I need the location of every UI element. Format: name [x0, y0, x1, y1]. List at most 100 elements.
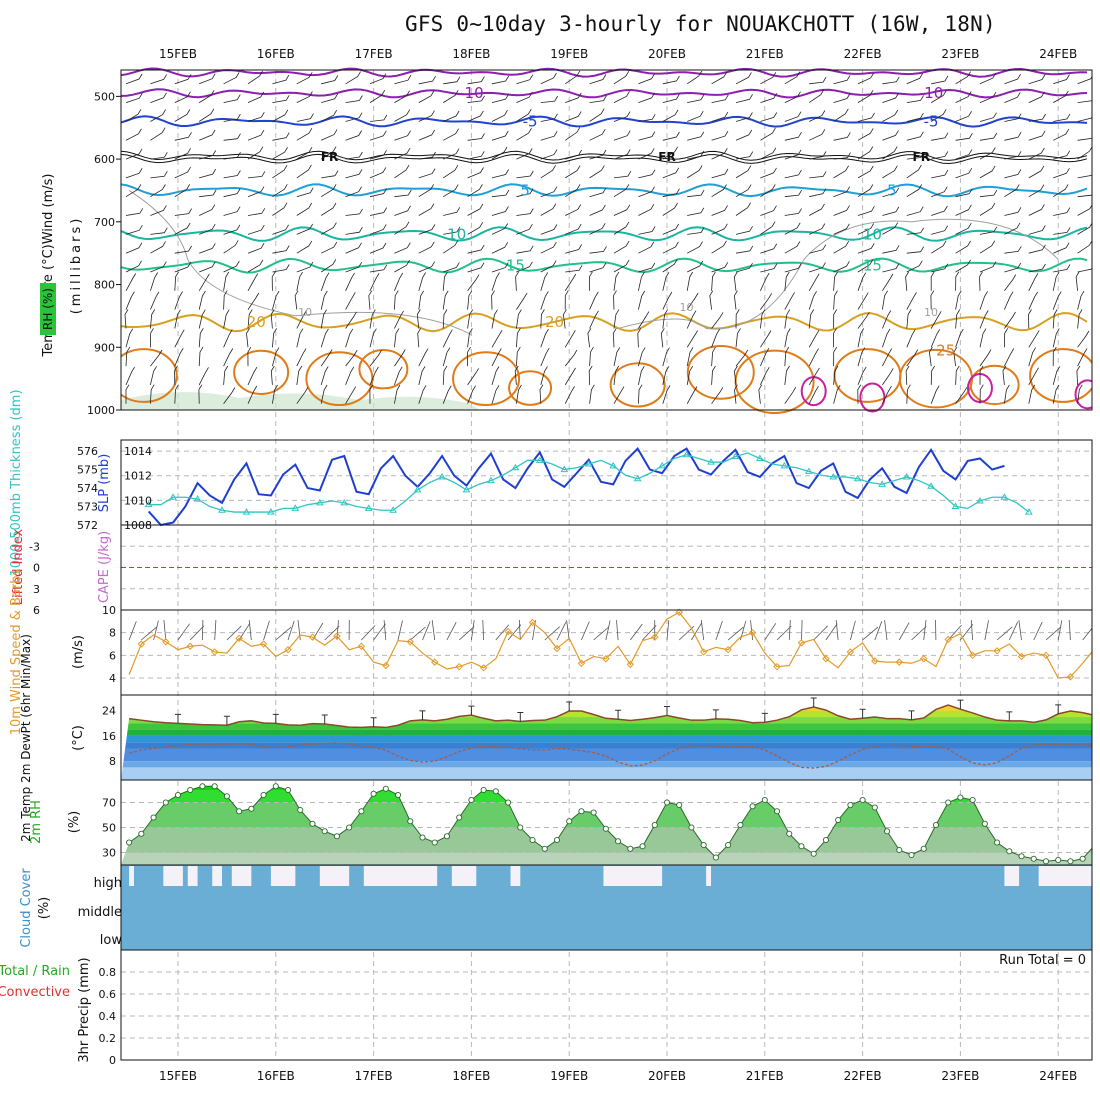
wind-barb [516, 188, 534, 198]
temp-band [121, 748, 1092, 762]
wind-barb [711, 312, 724, 329]
wind-barb [223, 94, 241, 103]
wind-barb [930, 329, 941, 348]
wind-barb [687, 110, 704, 122]
wind-barb [979, 72, 997, 85]
wind-barb [150, 227, 168, 235]
thickness-tick-label: 576 [77, 445, 98, 458]
thickness-point [242, 508, 251, 515]
wind-barb [271, 271, 276, 291]
wind-barb [199, 243, 216, 254]
temp-band [121, 729, 1092, 736]
wind-barb [882, 165, 898, 179]
wind-barb [686, 386, 698, 404]
wind-speed-point [846, 648, 855, 656]
wind-barb [1028, 130, 1046, 141]
wind-barb [345, 292, 356, 310]
rh-point [419, 834, 426, 841]
wind-barb [833, 152, 851, 160]
wind-barb [272, 95, 290, 103]
wind-barb [931, 132, 949, 141]
wind-barb [515, 271, 519, 291]
wind-speed-point [479, 664, 488, 672]
wind-barb [906, 184, 923, 198]
wind10m-barb [874, 621, 883, 641]
wind-barb [345, 226, 363, 235]
bottom-date-label: 15FEB [159, 1069, 197, 1083]
wind-barb [735, 72, 752, 85]
wind10m-barb [312, 622, 324, 641]
wind-barb [394, 328, 400, 348]
wind-barb [638, 347, 646, 367]
wind10m-barb [1045, 626, 1062, 641]
rh-point [773, 808, 781, 815]
wind-barb [345, 242, 362, 254]
wind-barb [1053, 128, 1070, 141]
wind-barb [809, 244, 827, 254]
wind-barb [442, 164, 459, 179]
wind-barb [760, 147, 777, 160]
wind-barb [587, 328, 592, 348]
rh-point [920, 845, 927, 852]
isotherm-30-blob [1074, 379, 1092, 410]
temp-band [121, 710, 1092, 718]
wind-barb [321, 75, 339, 85]
wind-barb [612, 328, 617, 348]
isotherm-label: 20 [247, 313, 266, 331]
wind-barb [931, 169, 949, 179]
wind10m-barb [862, 626, 879, 641]
wind-barb [686, 292, 699, 310]
rh-point [541, 845, 548, 852]
wind10m-barb [177, 623, 190, 641]
wind-barb [687, 260, 704, 273]
wind-barb [369, 272, 380, 291]
wind-barb [296, 271, 303, 291]
wind-barb [199, 189, 217, 198]
isotherm-line [121, 183, 1088, 198]
wind-barb [150, 328, 154, 348]
wind-speed-point [993, 647, 1001, 655]
wind-barb [857, 311, 870, 329]
wind-barb [516, 261, 533, 273]
wind-barb [125, 128, 142, 141]
rh-point [1079, 855, 1086, 862]
wind-barb [760, 167, 777, 179]
wind-tick-label: 8 [109, 627, 116, 640]
wind-barb [808, 309, 815, 329]
wind-barb [760, 93, 778, 103]
wind-barb [174, 347, 184, 367]
wind-barb [394, 290, 399, 310]
isotherm-label: -10 [459, 84, 484, 102]
isotherm-30-blob [859, 382, 886, 413]
rh-point [798, 843, 805, 850]
top-date-label: 23FEB [941, 47, 979, 61]
slp-line [147, 446, 1005, 527]
rh-point [346, 824, 353, 831]
precip-tick-label: 0.6 [99, 988, 117, 1001]
wind-barb [514, 365, 519, 385]
wind-barb [833, 309, 838, 329]
rh-point [150, 814, 157, 821]
rh-point [725, 841, 732, 849]
wind-barb [1004, 131, 1022, 141]
wind-barb [809, 262, 826, 273]
wind-barb [906, 164, 922, 179]
cloud-high-gap [319, 866, 350, 886]
wind-barb [540, 241, 557, 254]
rh-point [187, 786, 194, 794]
wind10m-barb [383, 620, 387, 641]
wind-speed-point [968, 651, 977, 660]
wind-barb [394, 74, 412, 85]
wind-barb [125, 73, 143, 85]
rh-point [284, 786, 292, 794]
wind-barb [735, 225, 753, 235]
wind-barb [760, 263, 778, 273]
wind-barb [345, 112, 363, 122]
wind-barb [711, 71, 728, 85]
temp-minmax-whisker [370, 717, 377, 727]
wind-barb [223, 151, 241, 160]
wind-barb [369, 242, 387, 254]
wind-barb [467, 309, 474, 329]
wind-barb [833, 186, 851, 198]
top-date-label: 15FEB [159, 47, 197, 61]
